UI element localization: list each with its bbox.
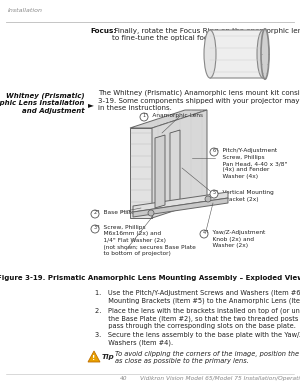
Text: 3: 3 [93,225,97,230]
Polygon shape [133,192,228,212]
Circle shape [140,113,148,121]
Polygon shape [130,128,152,218]
Text: 40: 40 [120,376,127,381]
Text: 3  Screw, Phillips: 3 Screw, Phillips [96,225,146,230]
Text: Washer (2x): Washer (2x) [205,243,248,248]
Text: (4x) and Fender: (4x) and Fender [215,168,269,173]
Text: 3. Secure the lens assembly to the base plate with the Yaw/Z-Adjustment Knobs an: 3. Secure the lens assembly to the base … [95,332,300,345]
Text: Whitney (Prismatic): Whitney (Prismatic) [6,92,85,99]
Text: 5  Vertical Mounting: 5 Vertical Mounting [215,190,274,195]
Circle shape [200,230,208,238]
Polygon shape [88,351,100,362]
Text: Pan Head, 4-40 x 3/8": Pan Head, 4-40 x 3/8" [215,161,287,166]
Text: 2. Place the lens with the brackets installed on top of (or under, if the projec: 2. Place the lens with the brackets inst… [95,308,300,329]
Text: 2: 2 [93,210,97,215]
Text: Vidikron Vision Model 65/Model 75 Installation/Operation Manual: Vidikron Vision Model 65/Model 75 Instal… [140,376,300,381]
Ellipse shape [204,30,216,78]
Text: 1. Use the Pitch/Y-Adjustment Screws and Washers (Item #6) to attach the Vertica: 1. Use the Pitch/Y-Adjustment Screws and… [95,290,300,304]
Text: and Adjustment: and Adjustment [22,108,85,114]
Circle shape [148,210,154,216]
FancyBboxPatch shape [210,30,263,78]
Text: 6: 6 [212,148,216,153]
Text: 1  Anamorphic Lens: 1 Anamorphic Lens [145,113,203,118]
Text: 2  Base Plate: 2 Base Plate [96,210,135,215]
Polygon shape [155,135,165,208]
Text: Screw, Phillips: Screw, Phillips [215,154,265,159]
Text: (not shown; secures Base Plate: (not shown; secures Base Plate [96,244,196,249]
Text: !: ! [92,355,96,361]
Text: to bottom of projector): to bottom of projector) [96,251,171,256]
Text: Tip: Tip [102,354,115,360]
Ellipse shape [261,29,269,79]
Text: Washer (4x): Washer (4x) [215,174,258,179]
Text: Focus:: Focus: [90,28,116,34]
Text: Anamorphic Lens Installation: Anamorphic Lens Installation [0,100,85,106]
Text: Bracket (2x): Bracket (2x) [215,196,259,201]
Ellipse shape [257,30,269,78]
Text: To avoid clipping the corners of the image, position the anamorphic lens
as clos: To avoid clipping the corners of the ima… [115,351,300,364]
Polygon shape [152,110,207,218]
Polygon shape [170,130,180,203]
Text: Finally, rotate the Focus Ring on the anamorphic lens
to fine-tune the optical f: Finally, rotate the Focus Ring on the an… [112,28,300,41]
Text: Installation: Installation [8,8,43,13]
Text: 4  Yaw/Z-Adjustment: 4 Yaw/Z-Adjustment [205,230,265,235]
Circle shape [205,196,211,202]
Circle shape [91,210,99,218]
Polygon shape [133,198,228,217]
Text: 4: 4 [202,230,206,235]
Text: 1: 1 [142,113,146,118]
Circle shape [91,225,99,233]
Text: ►: ► [88,100,94,109]
Text: M6x16mm (2x) and: M6x16mm (2x) and [96,232,161,237]
Text: Figure 3-19. Prismatic Anamorphic Lens Mounting Assembly – Exploded View: Figure 3-19. Prismatic Anamorphic Lens M… [0,275,300,281]
Text: The Whitney (Prismatic) Anamorphic lens mount kit consists of everything shown i: The Whitney (Prismatic) Anamorphic lens … [98,90,300,111]
Text: 1/4" Flat Washer (2x): 1/4" Flat Washer (2x) [96,238,166,243]
Circle shape [210,190,218,198]
Text: Knob (2x) and: Knob (2x) and [205,237,254,241]
Polygon shape [130,110,207,128]
Text: 6  Pitch/Y-Adjustment: 6 Pitch/Y-Adjustment [215,148,277,153]
Circle shape [210,148,218,156]
Text: 5: 5 [212,190,216,195]
